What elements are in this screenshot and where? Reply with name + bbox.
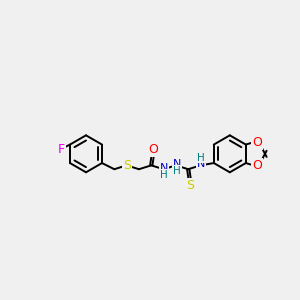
Text: O: O bbox=[148, 143, 158, 156]
Text: S: S bbox=[123, 159, 130, 172]
Text: N: N bbox=[172, 159, 181, 169]
Text: F: F bbox=[58, 143, 65, 157]
Text: H: H bbox=[160, 169, 168, 180]
Text: H: H bbox=[173, 166, 181, 176]
Text: H: H bbox=[197, 153, 205, 163]
Text: N: N bbox=[197, 159, 206, 169]
Text: S: S bbox=[186, 179, 194, 192]
Text: N: N bbox=[160, 163, 169, 173]
Text: O: O bbox=[252, 159, 262, 172]
Text: O: O bbox=[252, 136, 262, 149]
